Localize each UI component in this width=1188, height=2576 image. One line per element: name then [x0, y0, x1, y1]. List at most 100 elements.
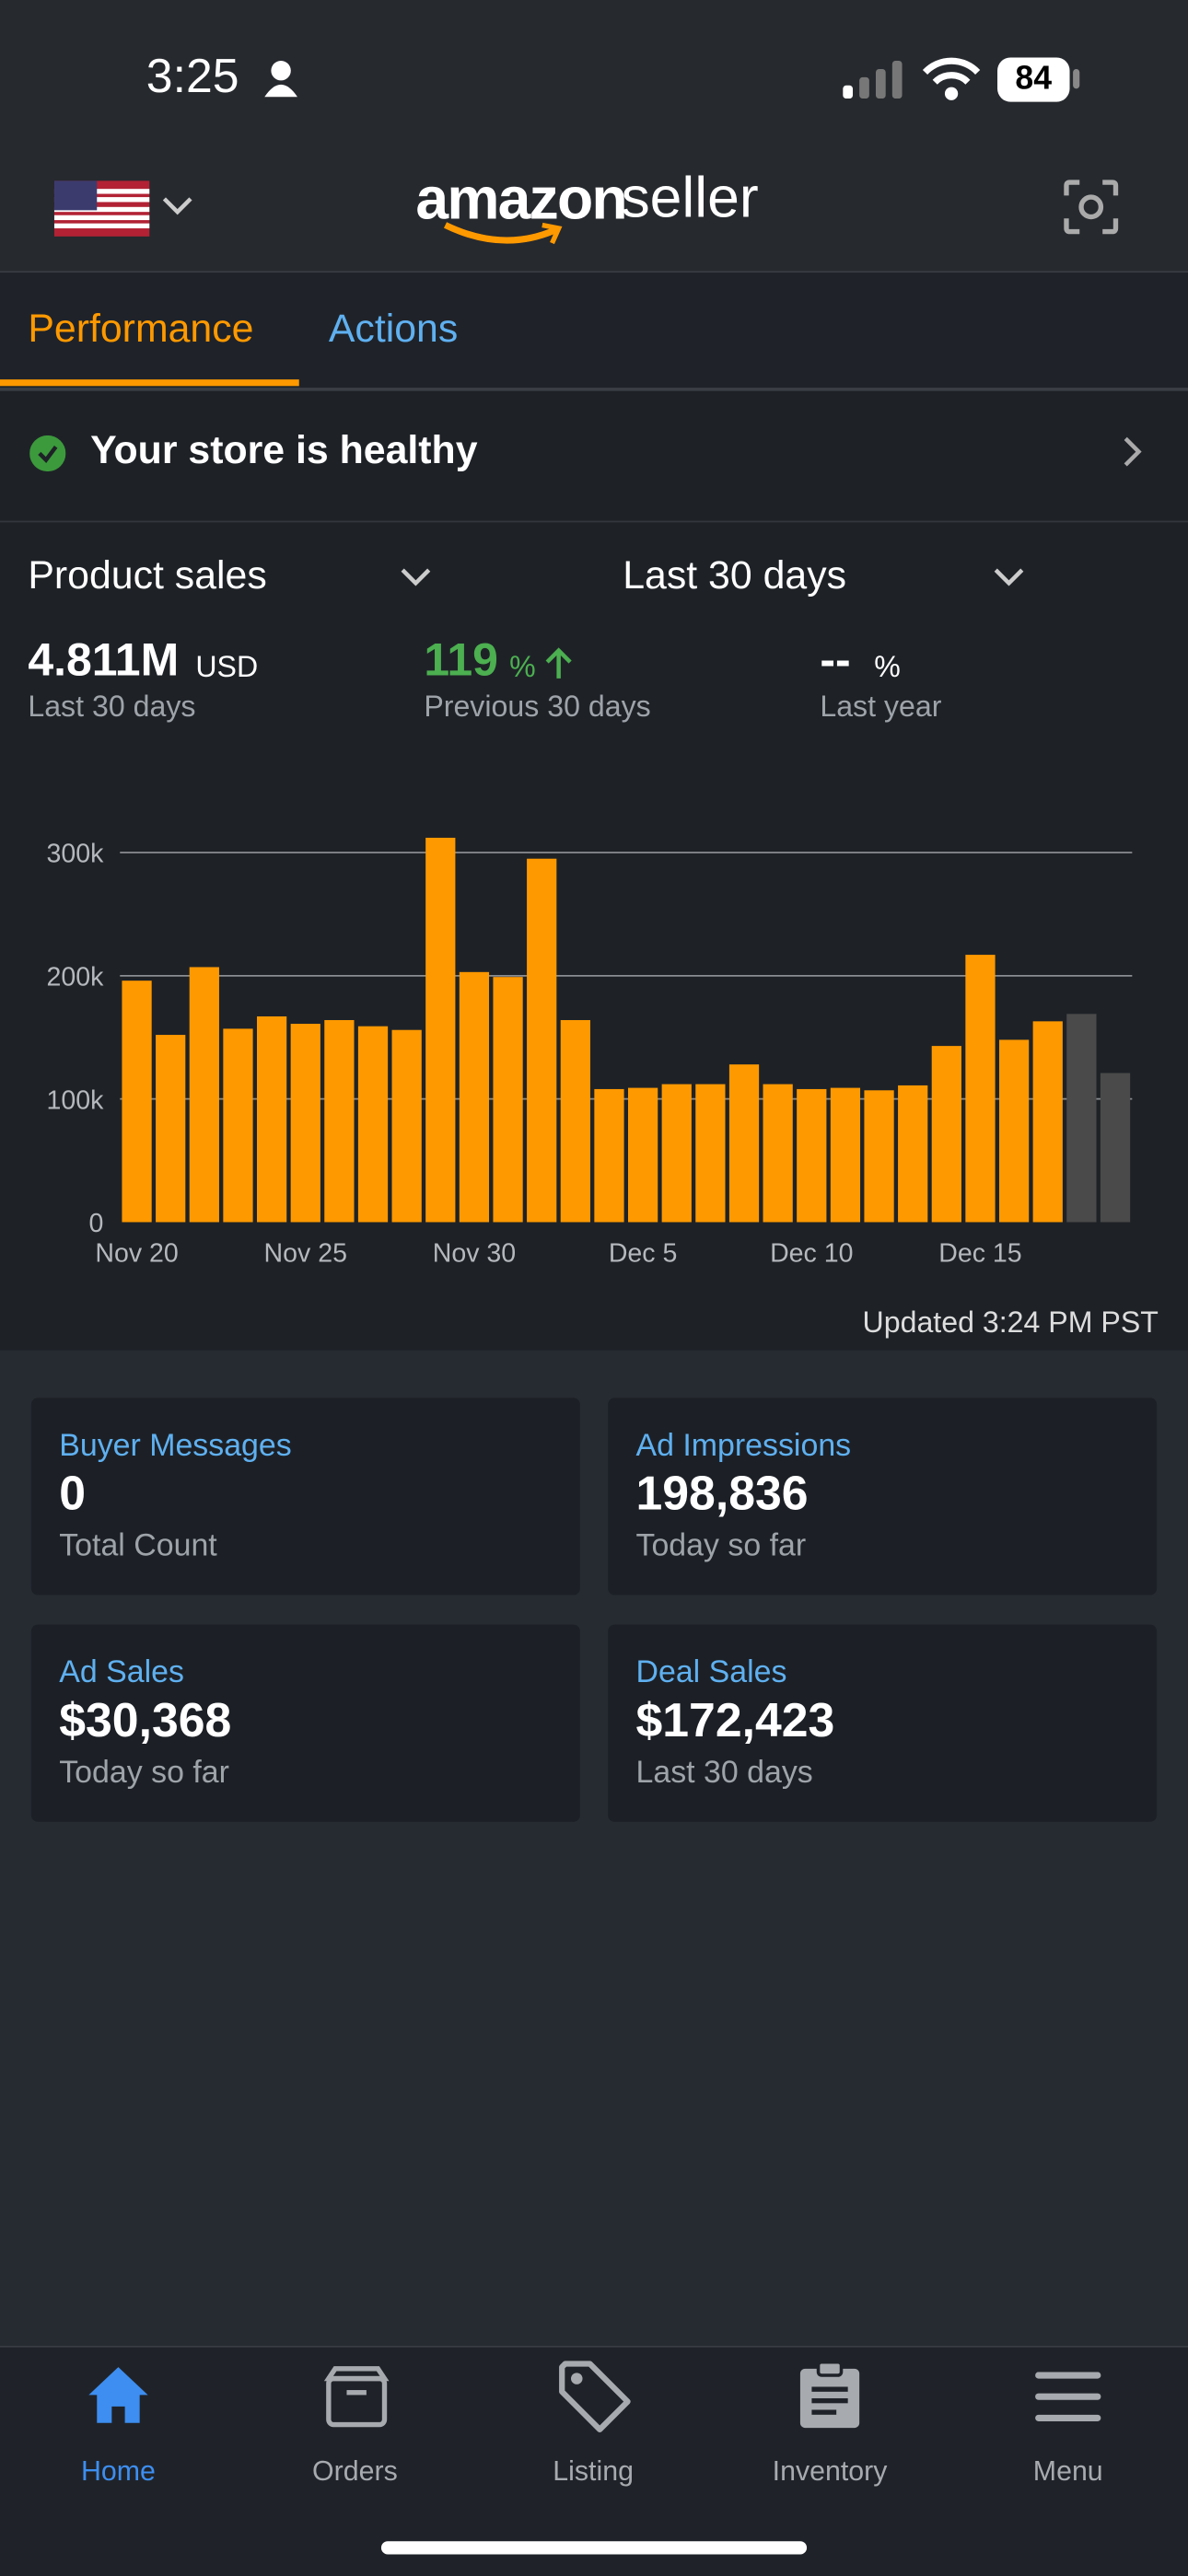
card-value: 0 — [59, 1468, 87, 1522]
card-value: 198,836 — [635, 1468, 809, 1522]
bar — [527, 858, 557, 1223]
card-title: Ad Impressions — [635, 1429, 852, 1464]
bar — [223, 1028, 253, 1223]
bar — [763, 1084, 793, 1223]
top-bar — [0, 0, 1188, 273]
x-tick-label: Nov 25 — [264, 1238, 347, 1268]
bar — [324, 1020, 355, 1223]
x-tick-label: Dec 5 — [609, 1238, 678, 1268]
bar — [156, 1035, 186, 1223]
chevron — [1124, 436, 1142, 467]
card-title: Deal Sales — [635, 1655, 787, 1690]
bar — [122, 981, 152, 1223]
bar — [425, 837, 456, 1223]
card[interactable]: Buyer Messages 0 Total Count — [30, 1398, 580, 1595]
chevron — [401, 568, 431, 586]
card[interactable]: Ad Impressions 198,836 Today so far — [608, 1398, 1158, 1595]
menu-icon[interactable] — [1035, 2372, 1101, 2421]
up-arrow — [545, 647, 572, 679]
bar — [1100, 1073, 1131, 1223]
nav-label[interactable]: Orders — [312, 2455, 398, 2488]
battery-tip — [1073, 68, 1080, 89]
nav-label[interactable]: Menu — [1032, 2455, 1103, 2488]
bar — [661, 1084, 692, 1223]
y-tick-label: 200k — [47, 963, 105, 992]
check-icon — [29, 435, 66, 472]
bar — [998, 1039, 1030, 1223]
metric-unit: % — [509, 650, 536, 684]
card-caption: Today so far — [635, 1529, 807, 1564]
health-text: Your store is healthy — [90, 428, 478, 473]
card-title: Buyer Messages — [59, 1429, 292, 1464]
x-tick-label: Nov 30 — [433, 1238, 516, 1268]
listing-icon[interactable] — [557, 2361, 633, 2433]
bar — [830, 1087, 861, 1223]
health-row[interactable] — [0, 389, 1188, 523]
period-select[interactable]: Last 30 days — [623, 553, 847, 598]
metric-caption: Last year — [820, 690, 942, 724]
flag[interactable] — [53, 180, 150, 237]
card-caption: Today so far — [59, 1756, 229, 1791]
bar — [256, 1015, 287, 1223]
bar — [357, 1026, 389, 1223]
orders-icon[interactable] — [323, 2365, 390, 2428]
chevron — [994, 568, 1024, 586]
y-tick-label: 100k — [47, 1085, 105, 1115]
logo: amazon — [415, 164, 627, 232]
x-tick-label: Dec 10 — [770, 1238, 853, 1268]
home-icon[interactable] — [86, 2364, 151, 2427]
bar — [493, 977, 523, 1223]
card-value: $172,423 — [635, 1695, 835, 1748]
nav-label[interactable]: Home — [80, 2455, 156, 2488]
wifi-icon — [922, 57, 981, 100]
x-tick-label: Nov 20 — [95, 1238, 178, 1268]
bar — [1032, 1021, 1063, 1223]
card-title: Ad Sales — [59, 1655, 184, 1690]
card-caption: Total Count — [59, 1529, 217, 1564]
bar — [898, 1085, 928, 1223]
scan-icon[interactable] — [1063, 179, 1119, 235]
signal-icon — [843, 61, 903, 99]
x-tick-label: Dec 15 — [938, 1238, 1021, 1268]
metric-value: -- — [820, 633, 851, 686]
card[interactable]: Ad Sales $30,368 Today so far — [30, 1624, 580, 1822]
metric-value: 4.811M — [28, 633, 180, 686]
person-icon — [264, 61, 297, 98]
updated-text: Updated 3:24 PM PST — [862, 1305, 1159, 1340]
bar — [594, 1088, 624, 1223]
tab[interactable]: Performance — [28, 307, 254, 352]
metric-caption: Previous 30 days — [424, 690, 651, 724]
bar — [459, 971, 490, 1223]
y-tick-label: 0 — [89, 1209, 104, 1238]
metric-unit: % — [874, 650, 901, 684]
card-value: $30,368 — [59, 1695, 232, 1748]
bar — [290, 1024, 320, 1223]
tab-bar-bottom — [0, 2345, 1188, 2576]
bar — [627, 1087, 658, 1223]
y-tick-label: 300k — [47, 840, 105, 869]
home-indicator — [380, 2541, 808, 2555]
clock: 3:25 — [146, 51, 239, 104]
inventory-icon[interactable] — [798, 2360, 861, 2430]
bar — [1066, 1014, 1097, 1223]
tab[interactable]: Actions — [328, 307, 459, 352]
card[interactable]: Deal Sales $172,423 Last 30 days — [608, 1624, 1158, 1822]
card-caption: Last 30 days — [635, 1756, 813, 1791]
metric-value: 119 — [424, 633, 498, 686]
bar — [560, 1020, 590, 1223]
bar — [391, 1029, 422, 1223]
nav-label[interactable]: Listing — [553, 2455, 634, 2488]
bar-chart: 0 100k 200k 300k Nov 20 Nov 25 Nov 30 Dec 5 Dec … — [47, 837, 1133, 1268]
nav-label[interactable]: Inventory — [772, 2455, 888, 2488]
chevron[interactable] — [161, 194, 194, 217]
metric-caption: Last 30 days — [28, 690, 196, 724]
bar — [965, 955, 996, 1223]
bar — [695, 1084, 726, 1223]
tab-indicator — [0, 379, 299, 387]
bar — [864, 1090, 894, 1223]
metric-select[interactable]: Product sales — [28, 553, 267, 598]
bar — [728, 1064, 760, 1223]
logo-sub: seller — [621, 166, 759, 230]
